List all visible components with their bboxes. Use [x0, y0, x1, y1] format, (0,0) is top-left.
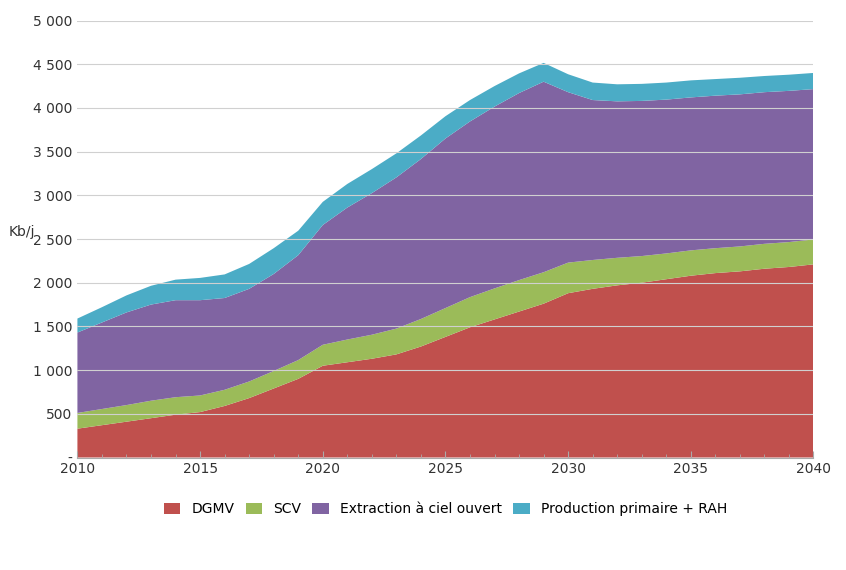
- Y-axis label: Kb/j: Kb/j: [9, 225, 36, 239]
- Legend: DGMV, SCV, Extraction à ciel ouvert, Production primaire + RAH: DGMV, SCV, Extraction à ciel ouvert, Pro…: [159, 498, 732, 520]
